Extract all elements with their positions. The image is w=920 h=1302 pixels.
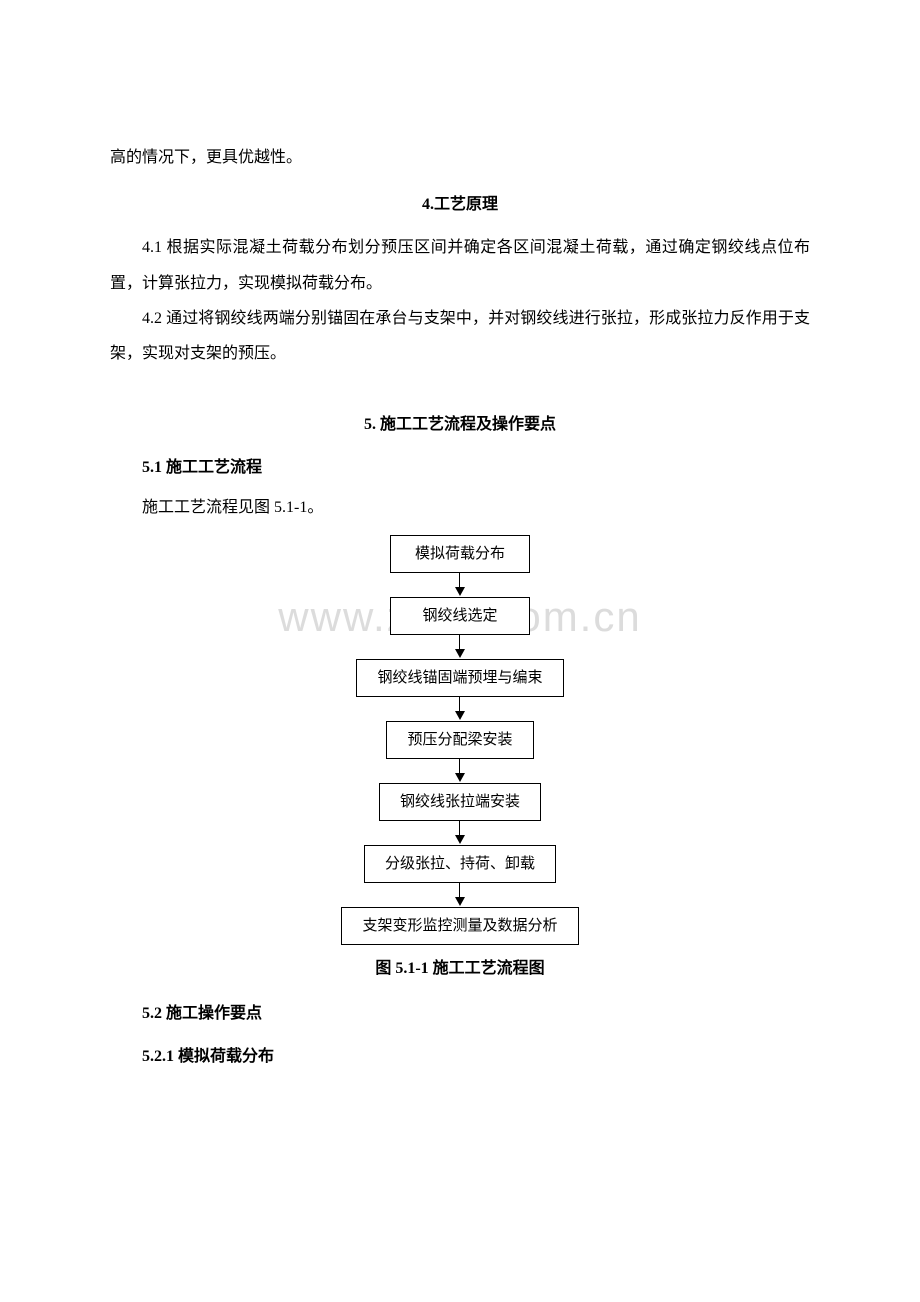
section-5-2-title: 5.2 施工操作要点 (110, 996, 810, 1031)
flow-node-6: 支架变形监控测量及数据分析 (341, 907, 578, 945)
section-5-2-1-title: 5.2.1 模拟荷载分布 (110, 1039, 810, 1074)
flow-node-1: 钢绞线选定 (390, 597, 530, 635)
fragment-paragraph: 高的情况下，更具优越性。 (110, 140, 810, 175)
flowchart-container: www.zixin.com.cn 模拟荷载分布 钢绞线选定 钢绞线锚固端预埋与编… (110, 535, 810, 945)
flow-node-4: 钢绞线张拉端安装 (379, 783, 541, 821)
figure-caption: 图 5.1-1 施工工艺流程图 (110, 951, 810, 986)
section-4-title: 4.工艺原理 (110, 187, 810, 222)
section-5-title: 5. 施工工艺流程及操作要点 (110, 407, 810, 442)
flowchart-nodes: 模拟荷载分布 钢绞线选定 钢绞线锚固端预埋与编束 预压分配梁安装 钢绞线张拉端安… (341, 535, 578, 945)
section-5-1-title: 5.1 施工工艺流程 (110, 450, 810, 485)
flow-node-5: 分级张拉、持荷、卸载 (364, 845, 556, 883)
flow-arrow (455, 759, 465, 783)
section-4-p1: 4.1 根据实际混凝土荷载分布划分预压区间并确定各区间混凝土荷载，通过确定钢绞线… (110, 230, 810, 300)
section-4-p2: 4.2 通过将钢绞线两端分别锚固在承台与支架中，并对钢绞线进行张拉，形成张拉力反… (110, 301, 810, 371)
section-5-1-intro: 施工工艺流程见图 5.1-1。 (110, 490, 810, 525)
flow-arrow (455, 697, 465, 721)
flow-node-3: 预压分配梁安装 (386, 721, 533, 759)
flow-arrow (455, 883, 465, 907)
flow-arrow (455, 573, 465, 597)
flow-arrow (455, 821, 465, 845)
flow-arrow (455, 635, 465, 659)
flow-node-2: 钢绞线锚固端预埋与编束 (356, 659, 563, 697)
flow-node-0: 模拟荷载分布 (390, 535, 530, 573)
spacer (110, 371, 810, 395)
